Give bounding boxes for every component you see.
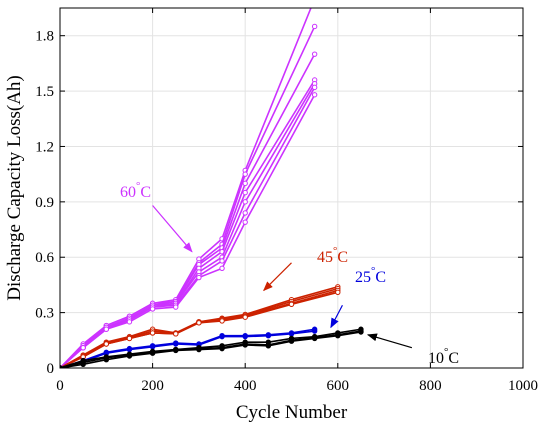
data-point <box>288 331 295 337</box>
annotation-arrow <box>263 262 292 292</box>
data-point <box>196 320 202 326</box>
data-point <box>149 306 156 312</box>
data-point <box>311 51 318 57</box>
data-point <box>80 361 86 368</box>
data-point <box>335 332 341 339</box>
data-point <box>242 219 248 225</box>
data-point <box>219 258 225 264</box>
data-point <box>311 328 318 334</box>
data-point <box>103 326 110 332</box>
series-group-0 <box>60 0 318 368</box>
data-point <box>173 304 179 310</box>
data-point <box>219 345 225 352</box>
annotation-label-10: 10°C <box>428 346 459 367</box>
annotation-arrow <box>366 333 413 349</box>
data-point <box>242 314 248 320</box>
series-line <box>60 328 362 368</box>
annotation-label-60: 60°C <box>120 180 151 201</box>
data-point <box>196 274 202 281</box>
data-point <box>265 343 272 349</box>
annotation-label-45: 45°C <box>317 245 348 266</box>
data-point <box>149 350 156 356</box>
data-point <box>126 335 133 342</box>
data-point <box>219 318 225 324</box>
data-point <box>311 84 318 91</box>
series-line <box>60 331 362 368</box>
data-point <box>219 265 225 272</box>
series-group-1 <box>60 284 341 368</box>
data-point <box>311 335 318 342</box>
data-point <box>311 23 318 30</box>
x-tick-label: 0 <box>56 378 64 394</box>
data-point <box>242 199 248 205</box>
y-tick-label: 0.3 <box>35 306 54 322</box>
plot-frame <box>59 7 524 369</box>
data-point <box>242 210 248 216</box>
annotation-arrow <box>152 205 193 253</box>
data-point <box>335 289 341 296</box>
series-line <box>60 328 315 368</box>
data-point <box>80 344 86 351</box>
data-point <box>173 331 179 337</box>
annotation-label-25: 25°C <box>355 265 386 286</box>
series-line <box>60 330 315 368</box>
y-tick-label: 0 <box>47 361 55 377</box>
y-tick-label: 1.8 <box>35 29 54 45</box>
data-point <box>173 341 179 347</box>
series-group-2 <box>60 326 318 368</box>
y-axis-title: Discharge Capacity Loss(Ah) <box>4 75 25 300</box>
data-point <box>126 353 133 359</box>
series-group-3 <box>60 326 364 368</box>
data-point <box>149 344 156 350</box>
y-tick-label: 1.2 <box>35 139 54 155</box>
x-tick-label: 200 <box>141 378 164 394</box>
series-line <box>60 330 362 368</box>
data-point <box>196 346 202 353</box>
data-point <box>126 346 133 353</box>
x-tick-label: 800 <box>419 378 442 394</box>
series-group <box>60 0 364 368</box>
x-axis-title: Cycle Number <box>236 402 348 423</box>
data-point <box>219 333 225 340</box>
series-line <box>60 79 316 368</box>
data-point <box>288 301 295 308</box>
y-tick-label: 1.5 <box>35 84 54 100</box>
data-point <box>288 338 295 344</box>
x-tick-label: 600 <box>327 378 350 394</box>
data-point <box>149 330 156 336</box>
data-point <box>103 341 110 347</box>
axis-ticks: 0 200 400 600 800 1000 0 0.3 0.6 0.9 1.2 1.5 1.8 <box>35 8 538 394</box>
data-point <box>242 333 248 340</box>
annotation-arrow <box>330 304 343 329</box>
series-line <box>60 86 316 368</box>
data-point <box>358 329 364 335</box>
data-point <box>312 0 316 1</box>
data-point <box>265 332 272 339</box>
data-point <box>242 189 248 196</box>
x-tick-label: 1000 <box>508 378 538 394</box>
series-line <box>60 26 316 368</box>
y-tick-label: 0.9 <box>35 195 54 211</box>
data-point <box>126 319 133 325</box>
data-point <box>173 347 179 354</box>
data-point <box>242 171 248 177</box>
data-point <box>103 356 110 363</box>
y-tick-label: 0.6 <box>35 250 54 266</box>
data-point <box>311 92 318 98</box>
series-line <box>60 94 316 368</box>
series-line <box>60 285 339 368</box>
data-point <box>242 180 248 187</box>
x-tick-label: 400 <box>234 378 257 394</box>
data-point <box>242 342 248 348</box>
series-line <box>60 53 316 368</box>
annotations: 60°C 45°C 25°C 10°C <box>120 180 459 367</box>
